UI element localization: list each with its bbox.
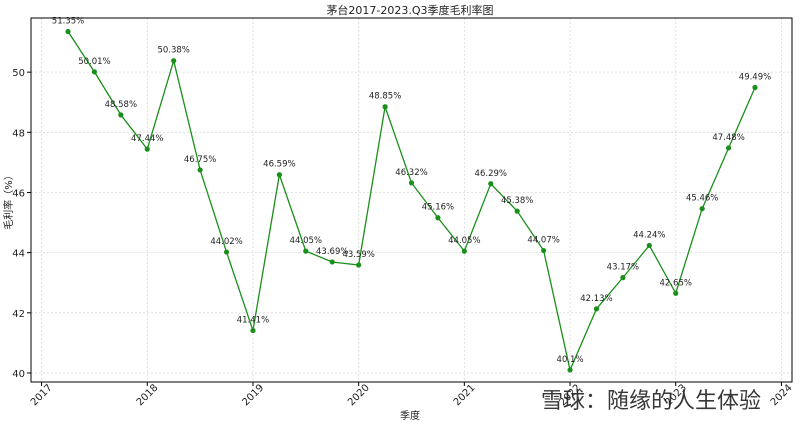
x-axis-label: 季度 [400, 409, 420, 422]
watermark-text: 雪球：随缘的人生体验 [541, 389, 761, 414]
data-points [65, 28, 758, 373]
data-point [646, 242, 652, 249]
data-point [303, 248, 309, 254]
data-label: 46.29% [475, 169, 507, 179]
data-point [593, 306, 600, 312]
data-point [725, 145, 732, 151]
data-point [223, 249, 230, 255]
snowball-logo-icon [512, 387, 538, 413]
data-point [541, 247, 547, 254]
data-label: 50.38% [157, 46, 189, 56]
data-point [752, 84, 758, 91]
y-axis-label: 毛利率（%） [2, 170, 15, 230]
data-point [356, 262, 362, 268]
data-labels: 51.35% 50.01% 48.58% 47.44% 50.38% 46.75% 44.0… [52, 17, 771, 365]
y-tick-label: 50 [12, 68, 25, 79]
data-point [171, 58, 177, 64]
data-point [620, 275, 626, 281]
y-tick-label: 46 [12, 188, 25, 199]
data-point [118, 112, 124, 118]
x-tick-label: 2017 [29, 382, 55, 408]
data-point [488, 181, 494, 187]
data-label: 43.17% [607, 263, 639, 273]
data-point [408, 180, 415, 186]
data-label: 42.65% [660, 278, 692, 288]
x-tick-label: 2020 [346, 382, 372, 408]
data-point [329, 259, 335, 265]
data-point [382, 104, 388, 110]
y-tick-label: 42 [12, 309, 25, 320]
data-label: 44.24% [633, 230, 665, 240]
y-tick-label: 44 [12, 249, 25, 260]
data-point [197, 167, 203, 173]
data-label: 40.1% [557, 355, 584, 365]
data-point [673, 290, 679, 296]
data-label: 48.85% [369, 92, 401, 102]
x-tick-label: 2024 [769, 382, 795, 408]
data-point [144, 146, 150, 152]
chart-title: 茅台2017-2023.Q3季度毛利率图 [326, 3, 493, 17]
data-label: 46.32% [395, 168, 427, 178]
data-label: 44.05% [448, 236, 480, 246]
data-label: 49.49% [739, 72, 771, 82]
y-tick-label: 48 [12, 128, 25, 139]
data-label: 50.01% [78, 57, 110, 67]
data-label: 51.35% [52, 17, 84, 27]
data-point [461, 248, 467, 254]
data-label: 45.16% [422, 203, 454, 213]
series-line [67, 31, 756, 373]
data-label: 42.13% [580, 294, 612, 304]
data-point [250, 327, 256, 334]
data-point [699, 206, 705, 212]
x-tick-label: 2018 [135, 382, 161, 408]
data-point [435, 215, 441, 221]
data-label: 43.69% [316, 247, 348, 257]
data-label: 46.59% [263, 160, 295, 170]
data-label: 41.41% [237, 316, 269, 326]
data-point [65, 28, 71, 35]
data-label: 44.05% [290, 236, 322, 246]
data-label: 44.07% [527, 236, 559, 246]
data-label: 47.44% [131, 134, 163, 144]
y-tick-label: 40 [12, 369, 25, 380]
watermark: 雪球：随缘的人生体验 [512, 387, 761, 414]
data-point [514, 208, 520, 214]
x-tick-label: 2021 [452, 382, 478, 408]
data-label: 47.48% [712, 133, 744, 143]
data-label: 45.38% [501, 196, 533, 206]
data-point [276, 172, 282, 178]
x-tick-label: 2019 [240, 382, 266, 408]
data-label: 48.58% [105, 100, 137, 110]
data-label: 46.75% [184, 155, 216, 165]
grid [31, 18, 792, 382]
data-point [91, 69, 98, 75]
y-axis: 40 42 44 46 48 50 [12, 68, 31, 380]
data-label: 45.46% [686, 194, 718, 204]
data-label: 43.59% [342, 250, 374, 260]
data-label: 44.02% [210, 237, 242, 247]
data-point [567, 367, 573, 373]
plot-area [30, 17, 793, 383]
